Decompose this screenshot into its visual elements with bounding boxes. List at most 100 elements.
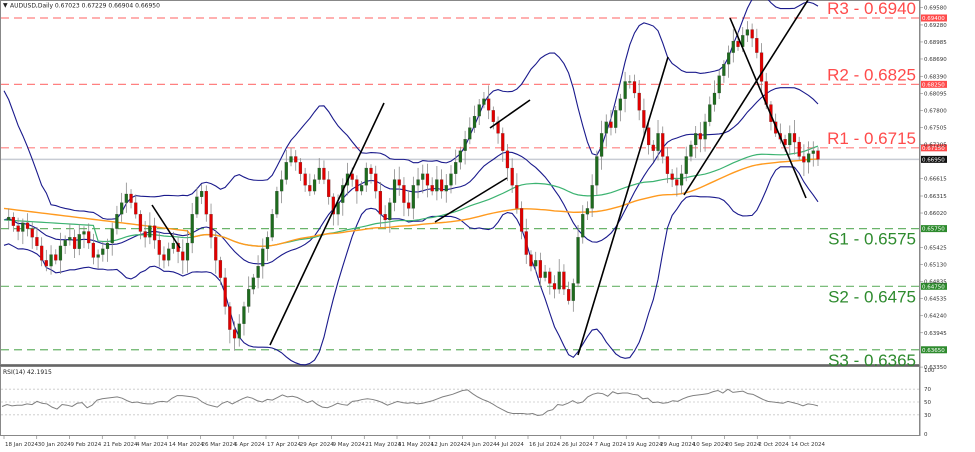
candle [228,306,232,330]
candle [647,127,651,146]
candle [49,254,53,267]
candle [454,162,458,174]
level-tag-r1 [921,144,947,152]
time-tick: 29 Apr 2024 [300,442,335,448]
trendline [151,204,181,249]
candle [759,52,764,82]
candle [256,266,260,278]
price-tick: 0.66615 [924,177,947,183]
time-tick: 26 Mar 2024 [202,442,237,448]
candle [599,133,604,157]
candle [242,306,246,324]
candle [185,242,190,261]
candle [44,260,48,267]
candle [214,237,218,261]
level-label-s2: S2 - 0.6475 [828,287,916,306]
candle [736,40,740,47]
candle [534,260,538,267]
candle [435,179,439,192]
candle [708,104,712,122]
candle [284,162,288,180]
candle [190,214,194,244]
candle [265,237,270,249]
candle [110,228,114,244]
trendlines [151,0,809,356]
time-tick: 4 Jul 2024 [496,442,524,448]
candle [152,225,157,241]
price-tick: 0.69280 [924,23,947,29]
candle [129,193,133,203]
candle [727,52,731,65]
candle [529,254,533,267]
candle [562,271,566,290]
candle [698,133,702,140]
candle [232,329,237,339]
candle [402,185,406,203]
price-tick: 0.67505 [924,125,947,131]
rsi-tick: 0 [924,432,928,438]
candle [369,167,373,174]
candle [609,121,613,128]
candle [552,283,557,290]
candle [134,202,138,215]
candle [11,216,16,226]
candle [472,115,477,128]
candle [54,254,58,261]
candle [604,121,608,134]
candle [802,156,806,163]
price-tick: 0.65425 [924,245,947,251]
trendline [729,17,807,199]
price-tick: 0.64240 [924,314,947,320]
candle [524,231,528,255]
candle [548,271,552,284]
candle [280,179,284,192]
svg-text:0.64750: 0.64750 [922,284,945,290]
candle [505,150,510,169]
candle [661,133,665,157]
candle [618,98,622,111]
candle [755,38,759,53]
candle [675,179,679,186]
candle [120,202,124,215]
candle [374,173,378,192]
price-tick: 0.65130 [924,262,947,268]
candle [218,260,223,278]
candle [576,237,580,284]
candle [327,179,331,197]
time-tick: 18 Jan 2024 [5,442,38,448]
candle [312,179,317,192]
rsi-pane-frame [0,366,920,436]
candle [303,173,307,186]
svg-text:0.65750: 0.65750 [922,227,945,233]
candle [388,202,392,221]
level-tag-r2 [921,80,947,88]
time-tick: 24 Jun 2024 [464,442,498,448]
candle [468,127,472,140]
candle [463,139,467,151]
time-tick: 14 Oct 2024 [791,442,826,448]
candle [289,156,293,163]
candle [665,156,670,174]
chart-header-arrow[interactable]: ▼ [3,2,8,9]
svg-text:0.66950: 0.66950 [922,157,945,163]
candle [571,283,575,301]
level-label-s3: S3 - 0.6365 [828,351,916,370]
candle [694,133,698,146]
candle [731,40,735,53]
candlesticks [7,21,820,351]
candle [717,75,721,94]
level-tag-s1 [921,225,947,233]
candle [7,216,11,221]
time-tick: 30 Jan 2024 [38,442,71,448]
candle [477,104,481,117]
candle [590,185,594,209]
candle [105,242,110,249]
rsi-indicator: 100 70 50 30 0 [1,368,935,438]
candle [651,144,655,151]
candle [614,110,618,128]
level-label-r2: R2 - 0.6825 [827,65,916,84]
trendline [489,99,531,129]
main-pane-frame [0,0,920,365]
price-tick: 0.63350 [924,365,947,371]
candle [656,133,660,151]
